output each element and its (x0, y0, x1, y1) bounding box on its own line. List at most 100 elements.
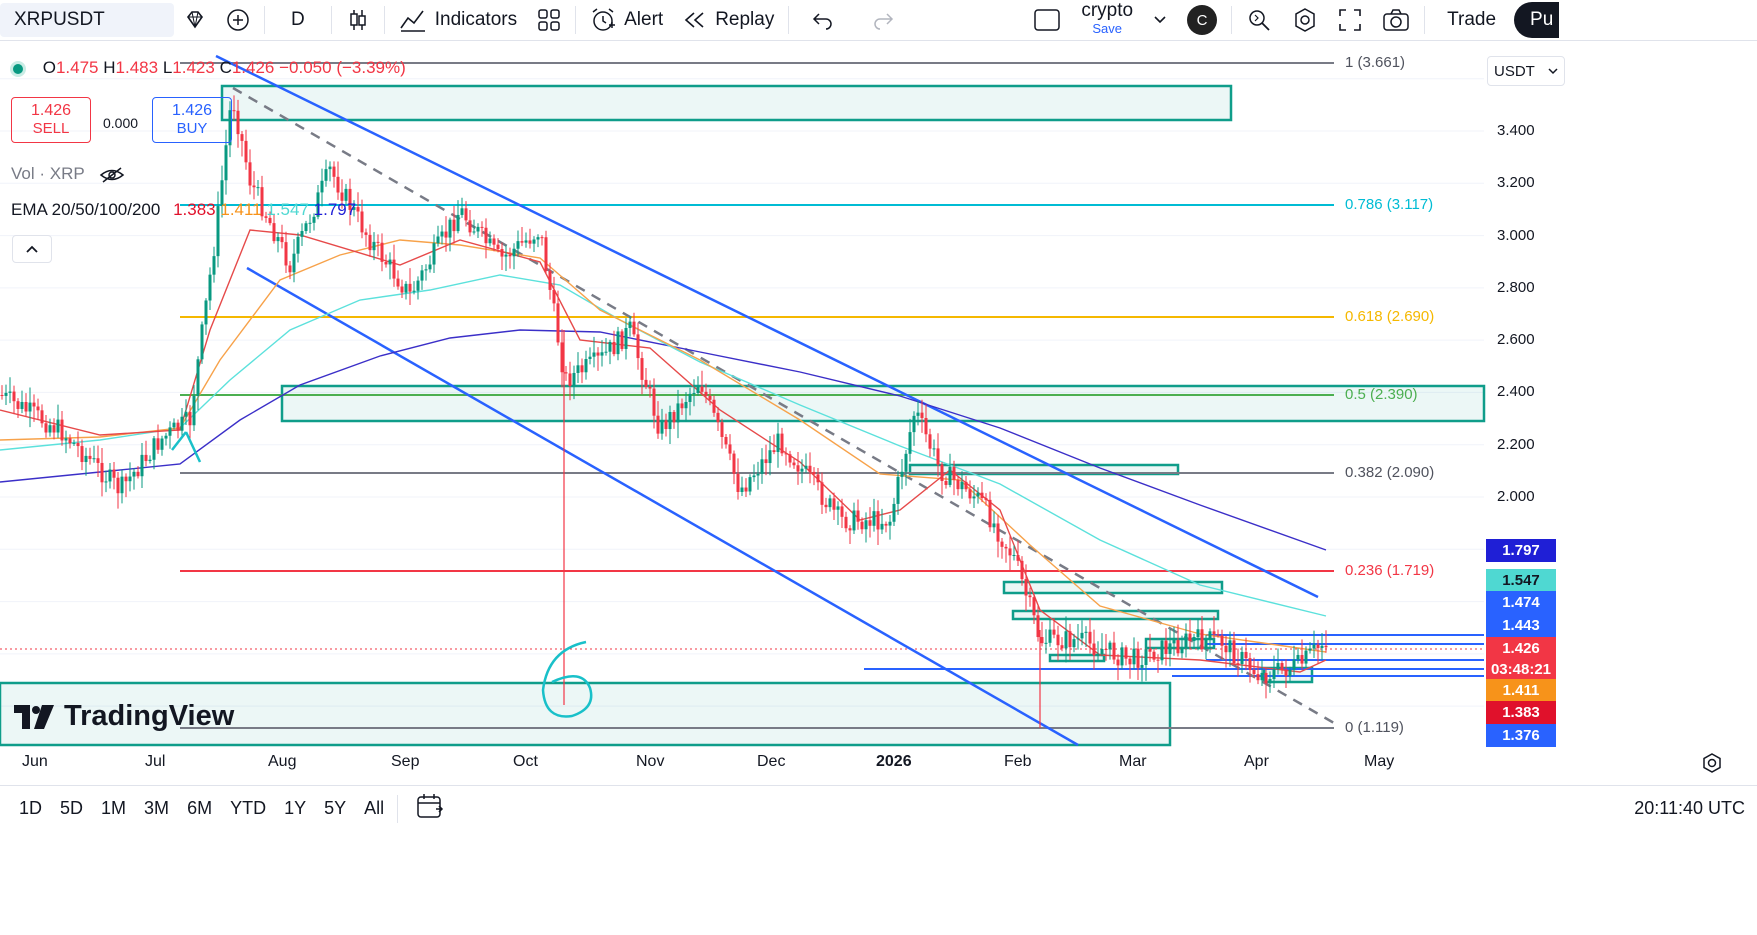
candle-body (728, 444, 732, 454)
eye-off-icon[interactable] (99, 166, 125, 184)
candle-body (872, 511, 876, 526)
candle-body (652, 388, 656, 416)
symbol-name: XRPUSDT (14, 9, 105, 30)
candle-body (776, 433, 780, 453)
candle-body (512, 248, 516, 257)
range-button-5y[interactable]: 5Y (324, 798, 347, 818)
candle-body (928, 434, 932, 449)
candle-body (464, 208, 468, 221)
candle-body (32, 402, 36, 407)
candle-body (960, 481, 964, 490)
candle-body (208, 274, 212, 301)
spread-value: 0.000 (103, 115, 139, 131)
diamond-icon[interactable] (174, 0, 216, 40)
templates-icon[interactable] (527, 0, 571, 40)
candle-body (1280, 662, 1284, 670)
redo-icon[interactable] (853, 0, 913, 40)
range-button-1y[interactable]: 1Y (284, 798, 307, 818)
range-button-5d[interactable]: 5D (60, 798, 84, 818)
price-tick: 3.400 (1497, 122, 1535, 139)
range-button-ytd[interactable]: YTD (230, 798, 267, 818)
candle-body (172, 422, 176, 428)
candle-body (396, 278, 400, 287)
range-button-all[interactable]: All (364, 798, 385, 818)
quick-search-icon[interactable] (1236, 0, 1282, 40)
symbol-search[interactable]: XRPUSDT (0, 3, 174, 37)
candle-body (888, 521, 892, 526)
candle-body (1248, 658, 1252, 670)
candle-body (156, 438, 160, 450)
buy-button[interactable]: 1.426 BUY (152, 97, 232, 143)
candle-body (288, 265, 292, 273)
candle-body (1128, 658, 1132, 665)
candle-body (1196, 629, 1200, 638)
candle-body (532, 239, 536, 244)
candle-body (400, 286, 404, 293)
collapse-legend-button[interactable] (12, 235, 52, 263)
candle-body (1140, 664, 1144, 668)
candle-body (168, 427, 172, 436)
camera-icon[interactable] (1372, 0, 1420, 40)
publish-button[interactable]: Pu (1514, 2, 1560, 38)
candle-body (408, 283, 412, 292)
chevron-down-icon[interactable] (1143, 0, 1177, 40)
sell-button[interactable]: 1.426 SELL (11, 97, 91, 143)
replay-button[interactable]: Replay (673, 0, 784, 40)
fullscreen-icon[interactable] (1328, 0, 1372, 40)
candle-body (804, 465, 808, 469)
candle-body (244, 140, 248, 163)
candle-body (1188, 633, 1192, 642)
currency-select[interactable]: USDT (1487, 56, 1565, 86)
candle-body (1236, 663, 1240, 665)
price-tick: 2.600 (1497, 331, 1535, 349)
candles-icon[interactable] (336, 0, 380, 40)
candle-body (672, 411, 676, 423)
candle-body (608, 341, 612, 352)
undo-icon[interactable] (793, 0, 853, 40)
alert-button[interactable]: Alert (580, 0, 673, 40)
date-range-icon[interactable] (402, 793, 458, 824)
bottom-toolbar: 1D 5D 1M 3M 6M YTD 1Y 5Y All 20:11:40 UTC (0, 785, 1757, 831)
candle-body (936, 448, 940, 465)
layout-select-icon[interactable] (1023, 0, 1071, 40)
range-button-1d[interactable]: 1D (19, 798, 43, 818)
candle-body (404, 283, 408, 293)
candle-body (412, 290, 416, 292)
candle-body (1084, 631, 1088, 633)
price-tick: 2.200 (1497, 435, 1535, 453)
candle-body (160, 438, 164, 450)
trade-button[interactable]: Trade (1429, 0, 1514, 40)
candle-body (1072, 639, 1076, 648)
change-value: −0.050 (−3.39%) (279, 58, 406, 77)
candle-body (204, 300, 208, 325)
time-axis-label: Jun (22, 753, 48, 770)
range-button-1m[interactable]: 1M (101, 798, 127, 818)
top-toolbar: XRPUSDT D Indicators Alert Replay crypto… (0, 0, 1757, 41)
range-button-3m[interactable]: 3M (144, 798, 170, 818)
candle-body (176, 422, 180, 431)
interval-button[interactable]: D (269, 0, 327, 40)
fib-level-label: 0 (1.119) (1345, 719, 1404, 736)
add-symbol-icon[interactable] (216, 0, 260, 40)
price-scale-label: 1.797 (1486, 539, 1556, 562)
candle-body (212, 256, 216, 275)
timezone-settings-icon[interactable] (1700, 751, 1724, 780)
candle-body (1168, 643, 1172, 654)
candle-body (1116, 659, 1120, 666)
fib-level-label: 1 (3.661) (1345, 54, 1406, 71)
candle-body (580, 365, 584, 373)
price-chart[interactable] (0, 48, 1660, 830)
hand-drawn-six (541, 640, 593, 718)
clock[interactable]: 20:11:40 UTC (1634, 798, 1745, 818)
settings-icon[interactable] (1282, 0, 1328, 40)
range-button-6m[interactable]: 6M (187, 798, 213, 818)
candle-body (744, 487, 748, 492)
candle-body (876, 511, 880, 530)
candle-body (328, 166, 332, 170)
avatar-button[interactable]: C (1177, 0, 1227, 40)
save-layout-button[interactable]: crypto Save (1071, 0, 1143, 40)
candle-body (364, 232, 368, 235)
candle-body (844, 516, 848, 529)
indicators-button[interactable]: Indicators (389, 0, 527, 40)
candle-body (736, 473, 740, 492)
